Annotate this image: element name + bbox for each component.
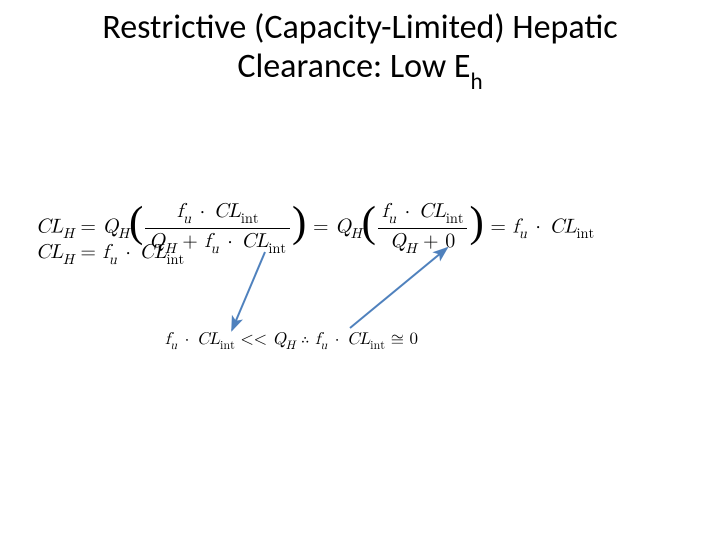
- arrow-1: [232, 252, 265, 330]
- eq3-int1: int: [220, 340, 235, 352]
- eq1-Q: Q: [103, 216, 119, 236]
- eq2-CLr: CL: [140, 242, 167, 262]
- eq2-fu: f: [103, 242, 109, 262]
- eq1-fdot: ·: [527, 216, 550, 236]
- eq1-f1d-u: u: [211, 241, 219, 256]
- eq1-fint: int: [577, 226, 595, 241]
- eq1-f2d-plus0: + 0: [416, 231, 455, 251]
- eq1-CL: CL: [36, 216, 63, 236]
- eq3-Q: Q: [273, 331, 286, 348]
- eq1-f2n-CL: CL: [419, 201, 446, 221]
- eq1-ffu: f: [513, 216, 519, 236]
- eq3-ll: <<: [235, 331, 273, 348]
- eq1-f2n-int: int: [446, 211, 464, 226]
- eq1-rparen2: ): [469, 199, 483, 246]
- eq1-f1n-CL: CL: [214, 201, 241, 221]
- eq3-int2: int: [370, 340, 385, 352]
- eq3-u1: u: [170, 340, 177, 352]
- eq1-f1d-int: int: [268, 241, 286, 256]
- eq2-dot: ·: [117, 242, 140, 262]
- eq3-Qh: H: [286, 340, 295, 352]
- eq1-frac2: fu · CLint QH + 0: [378, 200, 468, 256]
- eq1-rparen1: ): [292, 199, 306, 246]
- eq3-CL1: CL: [197, 331, 220, 348]
- eq1-f2n-u: u: [388, 211, 396, 226]
- eq1-Q2: Q: [335, 216, 351, 236]
- eq1-Q2h: H: [351, 226, 362, 241]
- eq3-approx: ≅ 0: [385, 331, 418, 348]
- title-line2-pre: Clearance: Low E: [237, 46, 470, 87]
- eq1-f1n-int: int: [241, 211, 259, 226]
- eq1-feq: =: [484, 216, 513, 236]
- eq1-fCL: CL: [550, 216, 577, 236]
- equation-line-3: fu · CLint << QH ∴ fu · CLint ≅ 0: [165, 330, 418, 352]
- eq1-f2d-Qh: H: [406, 241, 417, 256]
- eq1-eq: =: [74, 216, 103, 236]
- eq3-dot1: ·: [177, 331, 197, 348]
- eq1-f2n-dot: ·: [396, 201, 419, 221]
- eq1-f1d-CL: CL: [241, 231, 268, 251]
- eq1-mideq: =: [306, 216, 335, 236]
- eq2-eq: =: [74, 242, 103, 262]
- slide-title: Restrictive (Capacity-Limited) Hepatic C…: [0, 8, 720, 91]
- arrow-2: [350, 248, 447, 328]
- title-line2-sub: h: [471, 68, 483, 96]
- equation-line-2: CLH = fu · CLint: [36, 240, 184, 268]
- eq1-lparen2: (: [362, 199, 376, 246]
- eq3-u2: u: [320, 340, 327, 352]
- eq1-f1n-u: u: [183, 211, 191, 226]
- eq1-f1n-dot: ·: [191, 201, 214, 221]
- eq2-int: int: [167, 252, 185, 267]
- eq1-f1d-dot: ·: [219, 231, 242, 251]
- eq3-therefore: ∴: [295, 331, 315, 348]
- eq3-dot2: ·: [327, 331, 347, 348]
- eq2-CL: CL: [36, 242, 63, 262]
- eq2-H: H: [63, 252, 74, 267]
- eq3-CL2: CL: [347, 331, 370, 348]
- eq2-u: u: [109, 252, 117, 267]
- eq1-f2d-Q: Q: [390, 231, 406, 251]
- eq1-ffu-u: u: [519, 226, 527, 241]
- eq1-f1d-fu: f: [204, 231, 210, 251]
- title-line1: Restrictive (Capacity-Limited) Hepatic: [102, 7, 617, 48]
